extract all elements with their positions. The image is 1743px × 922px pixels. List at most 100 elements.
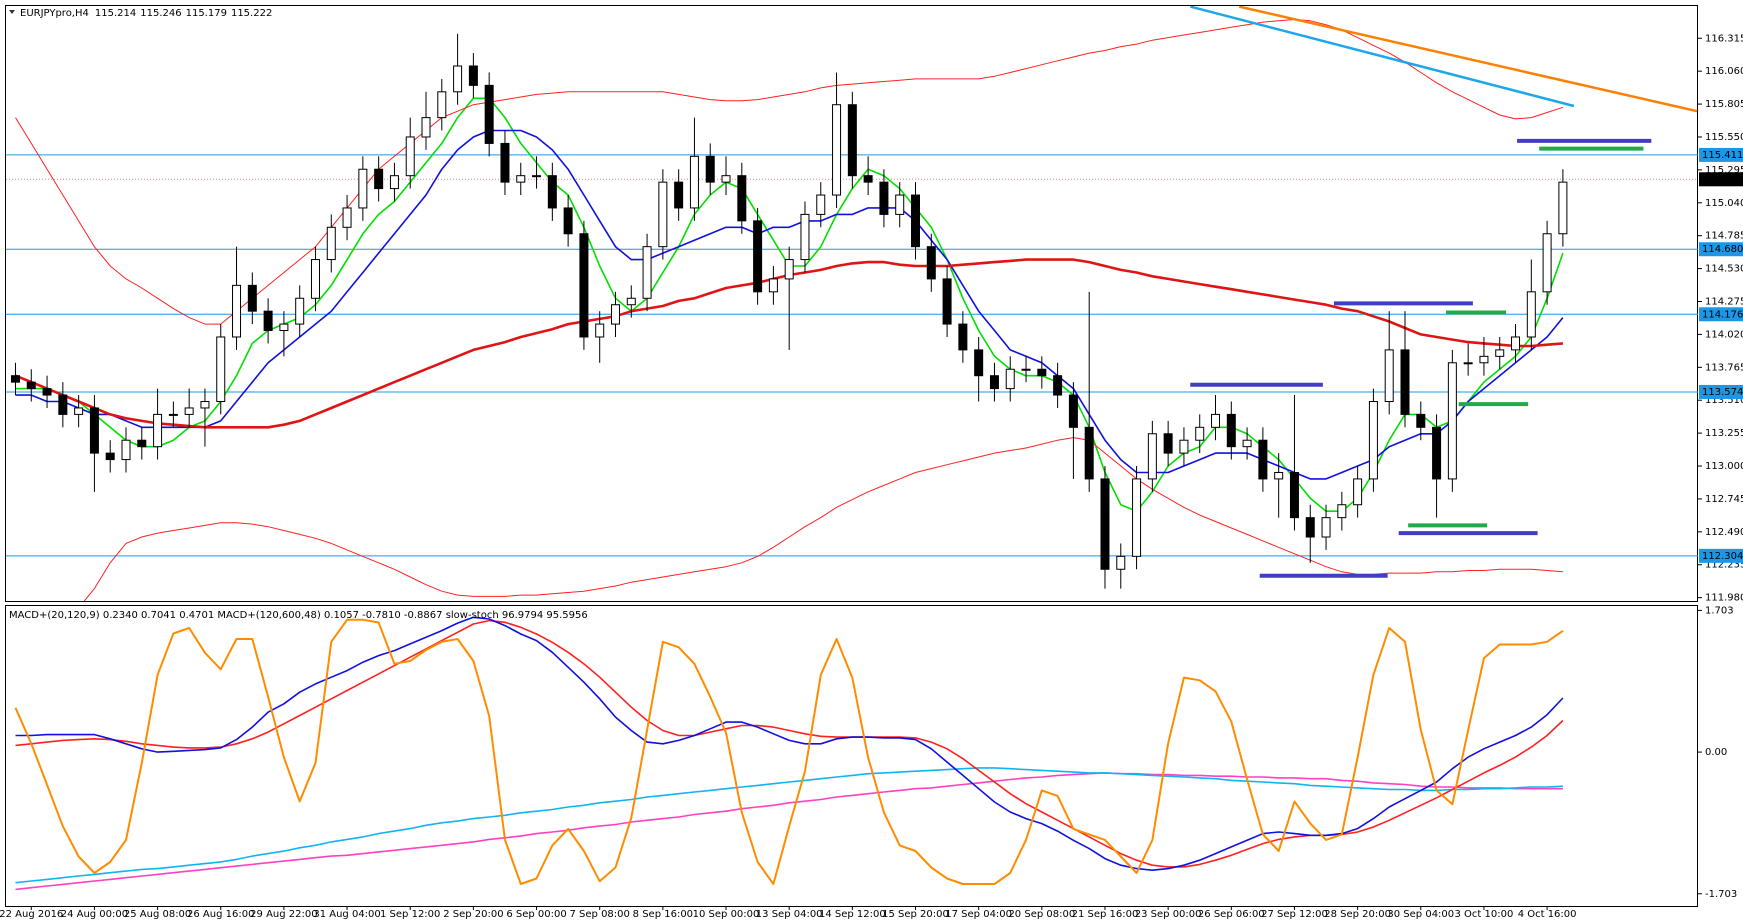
candle-body bbox=[1084, 426, 1094, 480]
y-tick-label: 113.000 bbox=[1705, 461, 1743, 472]
indicator-line bbox=[15, 772, 1563, 891]
x-tick-label: 7 Sep 08:00 bbox=[570, 909, 630, 920]
x-tick-label: 27 Sep 12:00 bbox=[1261, 909, 1328, 920]
x-tick-label: 13 Sep 04:00 bbox=[756, 909, 823, 920]
candle-body bbox=[595, 323, 605, 338]
candle-body bbox=[516, 175, 526, 183]
candle-body bbox=[579, 233, 589, 338]
y-tick-label: 114.275 bbox=[1705, 296, 1743, 307]
candle-body bbox=[1495, 349, 1505, 357]
x-tick-label: 23 Sep 00:00 bbox=[1135, 909, 1202, 920]
candle-body bbox=[674, 181, 684, 209]
candle-body bbox=[1526, 291, 1536, 338]
candle-body bbox=[500, 142, 510, 183]
candle-body bbox=[942, 278, 952, 325]
candle-body bbox=[42, 388, 52, 396]
candle-body bbox=[642, 246, 652, 299]
indicator-line bbox=[14, 618, 1564, 885]
price-level-tag bbox=[1699, 384, 1743, 399]
candle-body bbox=[705, 155, 715, 183]
candle-body bbox=[784, 259, 794, 280]
ohlc-value: 115.246 bbox=[140, 8, 181, 19]
candle-body bbox=[121, 439, 131, 461]
candle-body bbox=[74, 407, 84, 415]
candle-body bbox=[800, 213, 810, 261]
y-tick-label: 116.315 bbox=[1705, 33, 1743, 44]
indicator-header: MACD+(20,120,9) 0.2340 0.7041 0.4701 MAC… bbox=[9, 610, 588, 621]
candle-body bbox=[689, 155, 699, 209]
candle-body bbox=[768, 278, 778, 293]
x-tick-label: 25 Aug 08:00 bbox=[124, 909, 191, 920]
candle-body bbox=[1384, 349, 1394, 403]
candle-body bbox=[1021, 368, 1031, 371]
y-tick-label: 1.703 bbox=[1705, 605, 1734, 616]
candle-body bbox=[405, 136, 415, 177]
y-tick-label: 0.00 bbox=[1705, 747, 1727, 758]
x-tick-label: 26 Sep 06:00 bbox=[1198, 909, 1265, 920]
candle-body bbox=[295, 297, 305, 325]
candle-body bbox=[1353, 478, 1363, 506]
candle-body bbox=[26, 381, 36, 390]
x-tick-label: 17 Sep 04:00 bbox=[945, 909, 1012, 920]
candle-body bbox=[1511, 336, 1521, 351]
candle-body bbox=[737, 175, 747, 222]
indicator-frame bbox=[5, 605, 1698, 907]
candle-body bbox=[1337, 504, 1347, 519]
candle-body bbox=[1226, 413, 1236, 448]
candle-body bbox=[1037, 368, 1047, 377]
candle-body bbox=[10, 375, 20, 383]
candle-body bbox=[105, 452, 115, 461]
candle-body bbox=[532, 175, 542, 178]
candle-body bbox=[374, 168, 384, 190]
y-tick-label: 113.765 bbox=[1705, 362, 1743, 373]
x-tick-label: 4 Oct 16:00 bbox=[1518, 909, 1577, 920]
candle-body bbox=[1179, 439, 1189, 454]
candle-body bbox=[1558, 181, 1568, 235]
candle-body bbox=[1005, 368, 1015, 390]
price-level-label: 112.304 bbox=[1702, 551, 1743, 562]
candle-body bbox=[89, 407, 99, 454]
x-tick-label: 22 Aug 2016 bbox=[0, 909, 63, 920]
candle-body bbox=[1321, 517, 1331, 538]
price-level-tag bbox=[1699, 242, 1743, 257]
candle-body bbox=[1211, 413, 1221, 428]
candle-body bbox=[911, 194, 921, 248]
y-tick-label: 112.490 bbox=[1705, 527, 1743, 538]
current-price-tag bbox=[1699, 172, 1743, 187]
candle-body bbox=[232, 284, 242, 338]
candle-body bbox=[310, 259, 320, 299]
y-tick-label: 114.020 bbox=[1705, 329, 1743, 340]
y-tick-label: 112.745 bbox=[1705, 494, 1743, 505]
candle-body bbox=[626, 297, 636, 306]
candle-body bbox=[1305, 517, 1315, 538]
trend-line bbox=[1189, 6, 1575, 108]
candle-body bbox=[1432, 426, 1442, 480]
indicator-line bbox=[15, 767, 1563, 884]
candle-body bbox=[1416, 413, 1426, 428]
candle-body bbox=[989, 375, 999, 390]
y-tick-label: 115.550 bbox=[1705, 132, 1743, 143]
price-level-tag bbox=[1699, 147, 1743, 162]
candle-body bbox=[1258, 439, 1268, 480]
candle-body bbox=[279, 323, 289, 332]
candle-body bbox=[1274, 471, 1284, 480]
x-tick-label: 10 Sep 00:00 bbox=[693, 909, 760, 920]
price-level-label: 113.574 bbox=[1702, 387, 1743, 398]
y-tick-label: 113.510 bbox=[1705, 395, 1743, 406]
y-tick-label: 112.235 bbox=[1705, 560, 1743, 571]
x-tick-label: 3 Oct 10:00 bbox=[1455, 909, 1514, 920]
x-tick-label: 1 Sep 12:00 bbox=[380, 909, 440, 920]
ohlc-value: 115.222 bbox=[231, 8, 272, 19]
x-tick-label: 20 Sep 08:00 bbox=[1008, 909, 1075, 920]
candle-body bbox=[658, 181, 668, 248]
candle-body bbox=[1463, 362, 1473, 365]
symbol: EURJPYpro,H4 bbox=[20, 8, 89, 19]
y-tick-label: 111.980 bbox=[1705, 593, 1743, 604]
candle-body bbox=[58, 394, 68, 415]
candle-body bbox=[216, 336, 226, 403]
menu-icon[interactable] bbox=[9, 10, 15, 14]
x-tick-label: 14 Sep 12:00 bbox=[819, 909, 886, 920]
candle-body bbox=[1163, 433, 1173, 454]
